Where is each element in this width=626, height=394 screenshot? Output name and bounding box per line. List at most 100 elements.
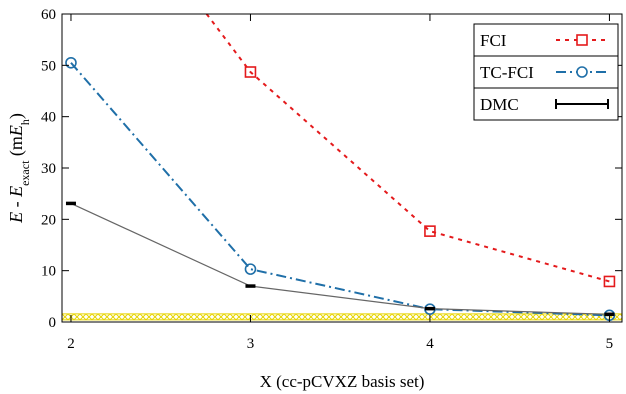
reference-band-hatch: [193, 313, 201, 321]
reference-band-hatch: [475, 313, 483, 321]
reference-band: [62, 313, 622, 321]
reference-band-hatch: [559, 313, 567, 321]
reference-band-hatch: [247, 313, 255, 321]
reference-band-hatch: [151, 313, 159, 321]
reference-band-hatch: [619, 313, 622, 317]
legend-marker-fci: [576, 34, 588, 46]
reference-band-hatch: [295, 313, 303, 321]
reference-band-hatch: [73, 313, 81, 321]
reference-band-hatch: [421, 313, 429, 321]
reference-band-hatch: [223, 313, 231, 321]
reference-band-hatch: [139, 313, 147, 321]
reference-band-hatch: [445, 313, 453, 321]
reference-band-hatch: [523, 313, 531, 321]
reference-band-hatch: [547, 313, 555, 321]
reference-band-hatch: [619, 317, 622, 321]
legend: FCI TC-FCI DMC: [473, 23, 619, 121]
reference-band-hatch: [145, 313, 153, 321]
reference-band-hatch: [259, 313, 267, 321]
reference-band-hatch: [403, 313, 411, 321]
reference-band-hatch: [85, 313, 93, 321]
reference-band-hatch: [331, 313, 339, 321]
reference-band-hatch: [307, 313, 315, 321]
reference-band-hatch: [271, 313, 279, 321]
series-fci: [205, 14, 616, 288]
y-tick-label: 20: [41, 212, 56, 228]
series-fci-line: [205, 14, 610, 283]
y-tick-label: 0: [49, 315, 57, 331]
reference-band-hatch: [409, 313, 417, 321]
reference-band-hatch: [109, 313, 117, 321]
y-tick-label: 30: [41, 161, 56, 177]
series-tc-fci-point: [65, 56, 77, 69]
reference-band-hatch: [325, 313, 333, 321]
reference-band-hatch: [277, 313, 285, 321]
reference-band-hatch: [97, 313, 105, 321]
reference-band-hatch: [343, 313, 351, 321]
y-axis-label: E - Eexact (mEh): [6, 113, 32, 224]
y-axis-ticks: 0 10 20 30 40 50 60: [41, 7, 622, 331]
reference-band-hatch: [379, 313, 387, 321]
reference-band-hatch: [457, 313, 465, 321]
reference-band-hatch: [415, 313, 423, 321]
series-layer: [62, 14, 622, 322]
reference-band-hatch: [373, 313, 381, 321]
reference-band-hatch: [289, 313, 297, 321]
reference-band-hatch: [235, 313, 243, 321]
reference-band-hatch: [211, 313, 219, 321]
series-fci-point: [424, 225, 436, 237]
reference-band-hatch: [253, 313, 261, 321]
reference-band-hatch: [313, 313, 321, 321]
reference-band-hatch: [175, 313, 183, 321]
x-tick-label: 4: [426, 336, 434, 352]
reference-band-hatch: [301, 313, 309, 321]
reference-band-hatch: [577, 313, 585, 321]
reference-band-hatch: [535, 313, 543, 321]
reference-band-hatch: [62, 313, 69, 321]
reference-band-hatch: [439, 313, 447, 321]
reference-band-hatch: [121, 313, 129, 321]
reference-band-hatch: [397, 313, 405, 321]
reference-band-hatch: [169, 313, 177, 321]
series-fci-point: [244, 66, 257, 78]
reference-band-hatch: [505, 313, 513, 321]
reference-band-hatch: [103, 313, 111, 321]
x-axis-label: X (cc-pCVXZ basis set): [260, 372, 425, 391]
reference-band-hatch: [241, 313, 249, 321]
reference-band-hatch: [127, 313, 135, 321]
reference-band-hatch: [499, 313, 507, 321]
reference-band-hatch: [613, 313, 621, 321]
y-tick-label: 40: [41, 110, 56, 126]
series-dmc: [65, 201, 615, 317]
x-tick-label: 3: [247, 336, 255, 352]
reference-band-hatch: [283, 313, 291, 321]
x-axis-ticks: 2 3 4 5: [67, 14, 613, 352]
legend-marker-tc-fci: [576, 66, 588, 78]
reference-band-hatch: [163, 313, 171, 321]
legend-label-fci: FCI: [480, 31, 507, 50]
reference-band-hatch: [79, 313, 87, 321]
reference-band-hatch: [541, 313, 549, 321]
x-tick-label: 2: [67, 336, 75, 352]
legend-label-tc-fci: TC-FCI: [480, 63, 534, 82]
reference-band-hatch: [361, 313, 369, 321]
reference-band-hatch: [115, 313, 123, 321]
reference-band-hatch: [355, 313, 363, 321]
reference-band-hatch: [433, 313, 441, 321]
reference-band-hatch: [427, 313, 435, 321]
reference-band-hatch: [487, 313, 495, 321]
reference-band-hatch: [133, 313, 141, 321]
reference-band-hatch: [265, 313, 273, 321]
reference-band-hatch: [553, 313, 561, 321]
reference-band-hatch: [481, 313, 489, 321]
y-tick-label: 50: [41, 58, 56, 74]
reference-band-hatch: [385, 313, 393, 321]
legend-label-dmc: DMC: [480, 95, 519, 114]
series-fci-point: [603, 275, 616, 288]
reference-band-hatch: [229, 313, 237, 321]
series-dmc-line: [70, 202, 610, 315]
reference-band-hatch: [511, 313, 519, 321]
y-tick-label: 10: [41, 264, 56, 280]
reference-band-hatch: [199, 313, 207, 321]
